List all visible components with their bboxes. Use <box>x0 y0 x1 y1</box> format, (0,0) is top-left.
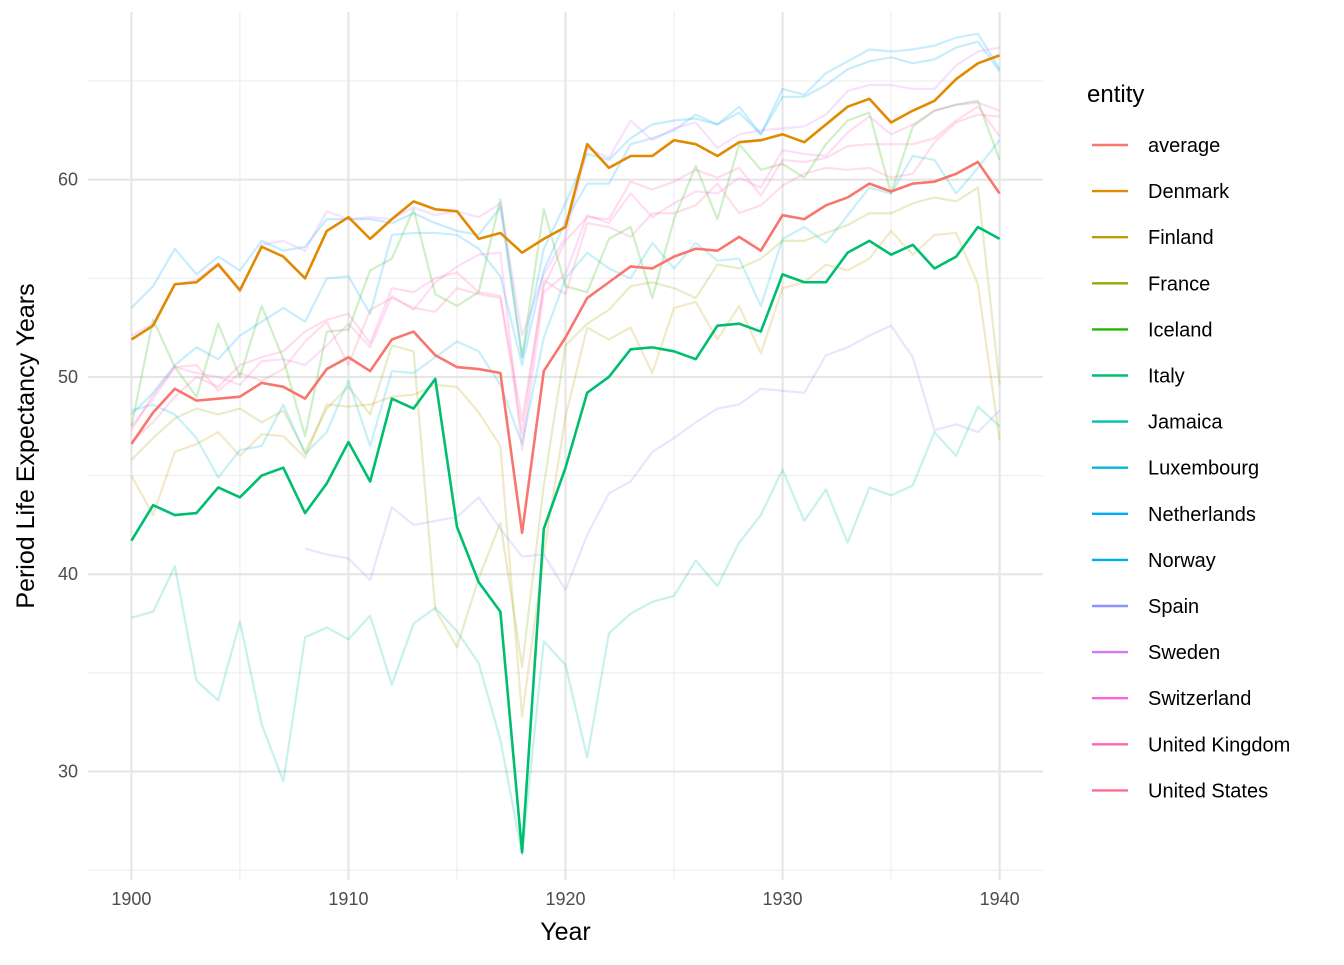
x-tick-label: 1940 <box>980 889 1020 909</box>
legend-title: entity <box>1087 81 1144 108</box>
y-tick-label: 30 <box>58 762 78 782</box>
y-tick-label: 50 <box>58 367 78 387</box>
x-tick-label: 1930 <box>763 889 803 909</box>
legend-label-finland: Finland <box>1148 227 1214 249</box>
legend-label-norway: Norway <box>1148 550 1216 572</box>
series-line-average <box>130 160 1001 535</box>
series-line-denmark <box>130 54 1001 341</box>
series-line-netherlands <box>130 32 1001 416</box>
legend-label-united-kingdom: United Kingdom <box>1148 734 1290 756</box>
legend-label-france: France <box>1148 273 1210 295</box>
x-tick-label: 1920 <box>545 889 585 909</box>
series-line-united-states <box>130 113 1000 436</box>
series-line-norway <box>130 40 1001 359</box>
x-axis-title: Year <box>540 918 591 946</box>
legend-label-sweden: Sweden <box>1148 642 1220 664</box>
y-tick-label: 40 <box>58 564 78 584</box>
series-line-france <box>130 186 1001 669</box>
legend: entity average Denmark Finland France Icelan… <box>1087 81 1290 802</box>
x-tick-label: 1900 <box>111 889 151 909</box>
series-line-spain <box>304 324 1001 592</box>
series-line-switzerland <box>130 101 1000 452</box>
series-line-luxembourg <box>131 139 1001 479</box>
series-line-iceland <box>130 99 1001 438</box>
series-line-finland <box>130 229 1001 718</box>
legend-label-spain: Spain <box>1148 596 1199 618</box>
series-line-sweden <box>130 46 1000 337</box>
legend-label-italy: Italy <box>1148 366 1185 388</box>
legend-label-switzerland: Switzerland <box>1148 688 1251 710</box>
grid <box>88 12 1043 880</box>
legend-label-netherlands: Netherlands <box>1148 504 1256 526</box>
series-line-united-kingdom <box>130 105 1001 443</box>
series-lines <box>130 32 1001 856</box>
legend-label-jamaica: Jamaica <box>1148 412 1223 434</box>
axes: 1900 1910 1920 1930 1940 30 40 50 60 <box>58 170 1020 909</box>
y-axis-title: Period Life Expectancy Years <box>12 283 40 608</box>
legend-label-average: average <box>1148 135 1220 157</box>
legend-label-iceland: Iceland <box>1148 319 1213 341</box>
legend-label-luxembourg: Luxembourg <box>1148 458 1259 480</box>
x-tick-label: 1910 <box>328 889 368 909</box>
legend-label-denmark: Denmark <box>1148 181 1230 203</box>
series-line-jamaica <box>131 405 1001 856</box>
series-line-italy <box>130 225 1001 854</box>
y-tick-label: 60 <box>58 170 78 190</box>
legend-label-united-states: United States <box>1148 780 1268 802</box>
